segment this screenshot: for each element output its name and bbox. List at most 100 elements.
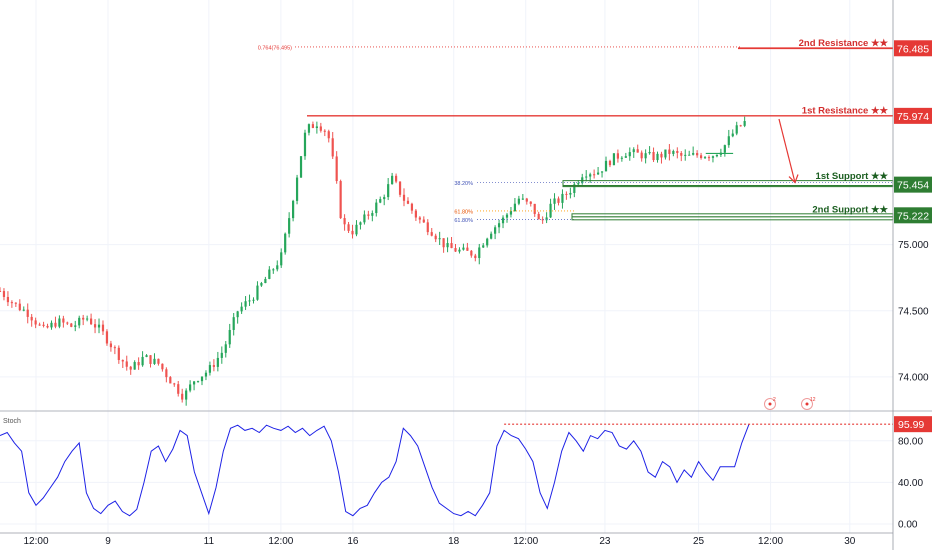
candle-body: [715, 154, 719, 157]
fib-618-label-b: 61.80%: [454, 218, 473, 224]
support-1-price: 75.454: [897, 180, 929, 192]
candle-body: [497, 223, 501, 228]
candle-body: [244, 301, 247, 307]
candle-body: [426, 222, 429, 233]
candle-body: [632, 149, 635, 153]
candle-body: [474, 255, 477, 259]
candle-body: [208, 365, 212, 373]
candle-body: [608, 160, 612, 166]
event-marker-dot: [805, 402, 809, 406]
candle-body: [204, 372, 208, 377]
candle-body: [93, 324, 97, 328]
candle-body: [612, 153, 616, 166]
sr-levels: 2nd Resistance ★★ 1st Resistance ★★ 1st Su…: [307, 38, 894, 221]
candle-body: [676, 151, 679, 153]
candle-body: [125, 361, 128, 367]
candle-body: [284, 233, 287, 253]
stoch-tick-label: 80.00: [898, 436, 923, 447]
candle-body: [735, 125, 738, 134]
candle-body: [604, 160, 608, 172]
candle-body: [565, 193, 568, 195]
candle-body: [22, 309, 25, 311]
support-2-label: 2nd Support ★★: [812, 204, 888, 215]
candle-body: [529, 201, 532, 204]
candle-body: [513, 203, 517, 212]
candle-body: [589, 174, 592, 177]
stoch-line: [0, 424, 750, 517]
candle-body: [600, 171, 604, 173]
candle-body: [652, 151, 655, 161]
candle-body: [620, 157, 623, 159]
levels: 0.764(76.495)38.20%61.80%61.80%2nd Resis…: [258, 38, 894, 410]
event-markers: 2 12: [764, 397, 816, 410]
candle-body: [236, 311, 239, 318]
candle-body: [323, 130, 326, 132]
candle-body: [482, 245, 485, 248]
fib-0764-label: 0.764(76.495): [258, 45, 292, 51]
candle-body: [454, 248, 457, 252]
candle-body: [149, 355, 152, 364]
time-tick-label: 11: [204, 536, 215, 547]
candle-body: [276, 265, 279, 270]
support-2-tag: [894, 207, 932, 224]
candle-body: [577, 183, 580, 185]
candle-body: [113, 347, 116, 349]
candle-body: [398, 181, 402, 195]
candle-body: [272, 269, 275, 271]
candle-body: [585, 176, 588, 178]
candle-body: [557, 198, 560, 203]
event-marker-dot: [768, 402, 772, 406]
candle-body: [303, 132, 307, 157]
candle-body: [38, 324, 41, 326]
support-1-tag: [894, 176, 932, 193]
time-tick-label: 23: [599, 536, 611, 547]
candle-body: [402, 194, 406, 201]
candle-body: [640, 152, 643, 159]
candle-body: [684, 154, 687, 156]
fib-382-label: 38.20%: [454, 181, 473, 187]
stoch-tick-label: 40.00: [898, 478, 923, 489]
candle-body: [466, 247, 469, 251]
candle-body: [501, 217, 505, 224]
candle-body: [414, 210, 417, 218]
candle-body: [375, 202, 378, 214]
event-marker-count: 2: [773, 397, 776, 403]
candle-body: [264, 278, 267, 284]
candle-body: [434, 235, 437, 240]
candle-body: [470, 250, 473, 256]
candle-body: [422, 219, 425, 223]
candle-body: [6, 296, 10, 303]
candle-body: [696, 153, 699, 156]
candle-body: [70, 323, 73, 327]
candle-body: [42, 324, 45, 326]
candle-body: [387, 184, 390, 198]
candle-body: [680, 152, 683, 156]
candle-body: [343, 218, 346, 225]
candle-body: [450, 243, 453, 249]
candle-body: [14, 302, 17, 304]
candle-body: [561, 193, 564, 203]
candle-body: [0, 290, 2, 292]
candle-body: [169, 377, 172, 384]
candle-body: [569, 192, 572, 195]
price-tick-label: 74.500: [898, 306, 929, 317]
candle-body: [668, 149, 671, 154]
candle-body: [494, 227, 497, 234]
candle-body: [367, 214, 370, 216]
candle-body: [672, 151, 675, 154]
candle-body: [664, 149, 667, 158]
resistance-2-label: 2nd Resistance ★★: [799, 38, 889, 49]
candle-body: [505, 214, 509, 218]
candle-body: [335, 156, 338, 182]
stoch-current-value: 95.99: [898, 419, 924, 431]
time-tick-label: 18: [448, 536, 460, 547]
candle-body: [430, 232, 433, 236]
candle-body: [442, 238, 445, 248]
candle-body: [66, 322, 69, 324]
candle-body: [248, 300, 251, 302]
candle-body: [418, 217, 421, 220]
stoch-current-tag: [894, 416, 932, 433]
candle-body: [509, 211, 513, 215]
candle-body: [295, 177, 299, 201]
